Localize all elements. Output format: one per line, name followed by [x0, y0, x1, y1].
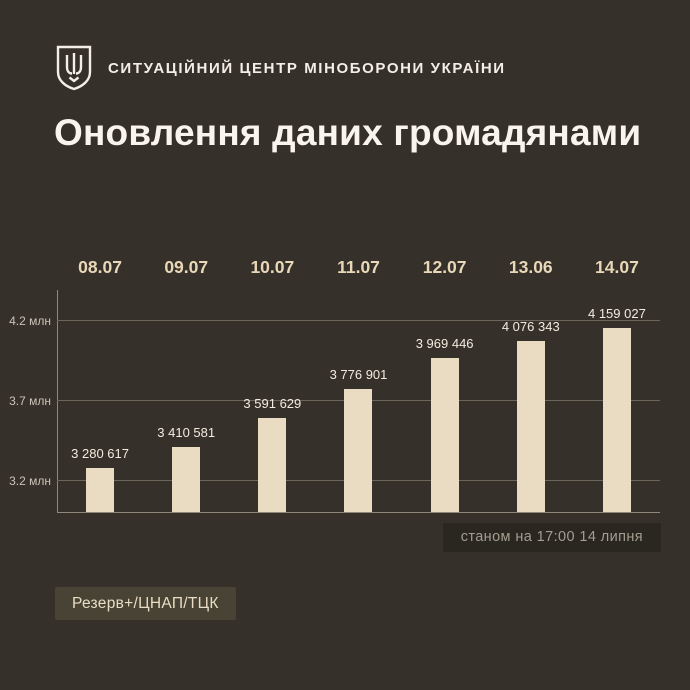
y-axis-line	[57, 290, 58, 513]
timestamp-badge: станом на 17:00 14 липня	[442, 523, 661, 552]
y-tick-label: 3.7 млн	[9, 394, 51, 408]
source-badge: Резерв+/ЦНАП/ТЦК	[55, 587, 236, 620]
header: СИТУАЦІЙНИЙ ЦЕНТР МІНОБОРОНИ УКРАЇНИ	[55, 44, 506, 92]
bar	[430, 357, 459, 513]
x-axis-line	[57, 512, 660, 513]
x-axis-label: 12.07	[422, 257, 467, 277]
x-axis-label: 13.06	[508, 257, 553, 277]
x-axis-label: 11.07	[337, 257, 380, 277]
bars-row: 3 280 617 3 410 581 3 591 629 3 776 901 3 96…	[57, 290, 660, 513]
y-tick-label: 3.2 млн	[9, 474, 51, 488]
x-axis-label: 09.07	[164, 257, 209, 277]
bar-column: 3 776 901	[315, 367, 401, 513]
bar-column: 4 076 343	[488, 319, 574, 513]
x-axis-label: 14.07	[595, 257, 639, 277]
bar-column: 4 159 027	[574, 306, 660, 513]
bar-column: 3 969 446	[402, 336, 488, 513]
y-tick-label: 4.2 млн	[9, 314, 51, 328]
trident-shield-icon	[55, 44, 93, 92]
x-axis-labels: 08.07 09.07 10.07 11.07 12.07 13.06 14.07	[57, 257, 660, 278]
plot-area: 3 280 617 3 410 581 3 591 629 3 776 901 3 96…	[9, 290, 660, 513]
bar-value-label: 3 969 446	[415, 335, 474, 351]
bar	[516, 340, 545, 513]
bar	[86, 468, 115, 513]
bar-column: 3 280 617	[57, 446, 143, 513]
bar-value-label: 4 159 027	[587, 305, 646, 321]
bar	[172, 447, 201, 513]
bar	[344, 388, 373, 513]
bar-value-label: 4 076 343	[501, 318, 560, 334]
page-title: Оновлення даних громадянами	[54, 112, 642, 153]
bar-column: 3 591 629	[229, 396, 315, 513]
bar-value-label: 3 280 617	[71, 446, 129, 462]
org-name: СИТУАЦІЙНИЙ ЦЕНТР МІНОБОРОНИ УКРАЇНИ	[108, 59, 506, 77]
bar-column: 3 410 581	[143, 425, 229, 513]
bar	[602, 327, 631, 513]
bar-value-label: 3 410 581	[157, 425, 216, 441]
bar-value-label: 3 591 629	[243, 396, 302, 412]
x-axis-label: 10.07	[250, 257, 295, 277]
gridline	[57, 320, 660, 321]
bar	[258, 418, 287, 513]
bar-value-label: 3 776 901	[329, 366, 388, 382]
x-axis-label: 08.07	[78, 257, 122, 277]
